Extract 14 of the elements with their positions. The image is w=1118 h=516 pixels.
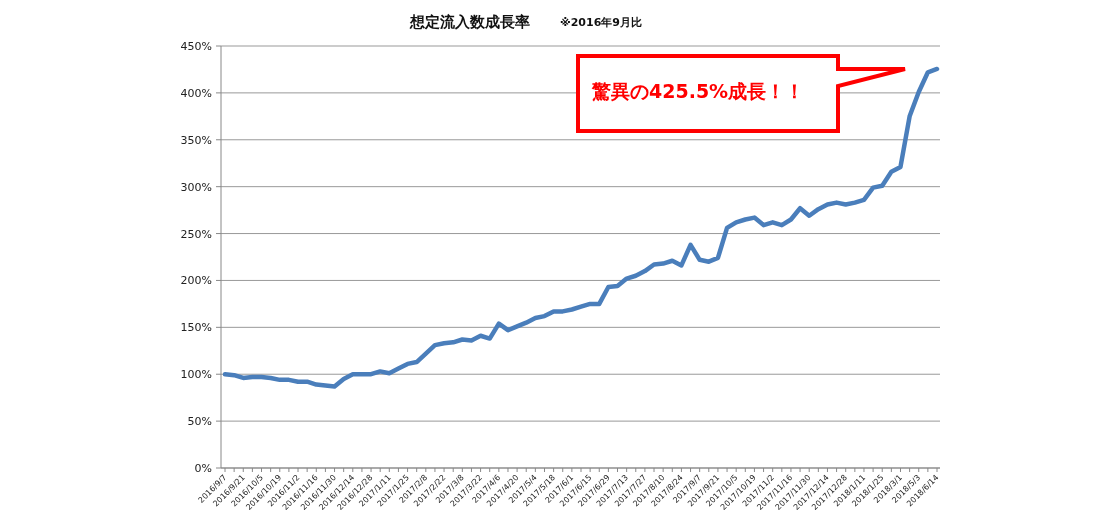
y-tick-label: 50%	[187, 415, 212, 429]
y-tick-label: 450%	[180, 40, 212, 53]
y-tick-label: 100%	[180, 368, 212, 382]
y-tick-label: 350%	[180, 133, 212, 147]
callout: 驚異の425.5%成長！！	[576, 54, 907, 133]
y-tick-label: 400%	[180, 86, 212, 100]
chart-subtitle: ※2016年9月比	[560, 16, 642, 29]
y-tick-label: 250%	[180, 227, 212, 241]
y-tick-label: 0%	[194, 462, 212, 475]
y-tick-label: 150%	[180, 321, 212, 335]
y-tick-label: 200%	[180, 274, 212, 288]
y-tick-label: 300%	[180, 180, 212, 194]
chart-title: 想定流入数成長率	[409, 13, 530, 31]
annotation: 驚異の425.5%成長！！	[591, 80, 805, 102]
